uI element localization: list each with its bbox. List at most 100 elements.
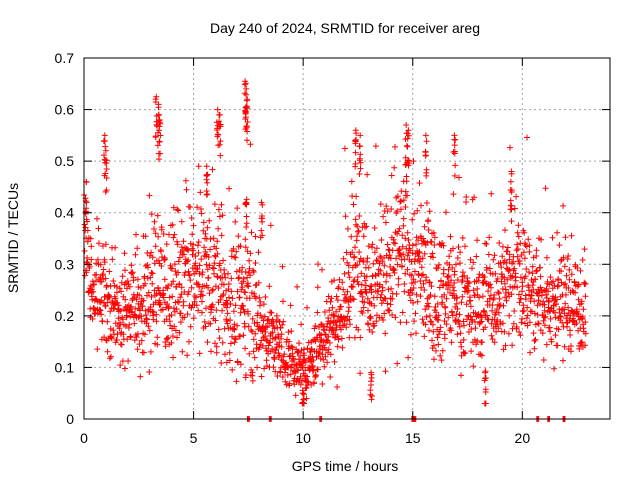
data-point: [103, 282, 110, 289]
data-point: [141, 331, 148, 338]
data-point: [412, 310, 419, 317]
data-point: [148, 211, 155, 218]
data-point: [461, 322, 467, 329]
data-point: [251, 290, 258, 297]
data-point: [427, 292, 434, 299]
data-point: [145, 289, 152, 296]
data-point: [209, 287, 216, 294]
data-point: [392, 229, 399, 236]
data-point: [215, 285, 222, 291]
data-point: [126, 283, 133, 290]
data-point: [579, 314, 586, 321]
data-point: [344, 259, 351, 266]
data-point: [91, 305, 98, 312]
data-point: [309, 363, 316, 370]
data-point: [136, 292, 143, 299]
data-point: [377, 201, 384, 208]
data-point: [146, 369, 153, 375]
data-point: [376, 281, 383, 288]
data-point: [507, 206, 514, 213]
data-point: [87, 235, 94, 242]
data-point: [501, 280, 508, 287]
data-point: [341, 291, 348, 298]
x-tick-label: 5: [190, 430, 198, 446]
data-point: [362, 224, 368, 231]
data-point: [338, 335, 345, 342]
data-point: [158, 248, 164, 255]
data-point: [280, 353, 287, 360]
data-point: [321, 363, 328, 370]
data-point: [112, 295, 119, 302]
data-point: [213, 343, 220, 350]
data-point: [140, 349, 147, 356]
data-point: [230, 325, 237, 332]
data-point: [123, 312, 130, 319]
data-point: [114, 289, 120, 296]
data-point: [251, 354, 258, 361]
data-point: [404, 229, 411, 236]
data-point: [403, 178, 410, 185]
data-point: [339, 279, 346, 286]
data-point: [411, 318, 418, 325]
data-point: [542, 313, 549, 320]
data-point: [381, 262, 388, 269]
data-point: [178, 284, 185, 291]
data-point: [378, 300, 385, 307]
data-point: [145, 323, 152, 330]
data-point: [292, 392, 299, 399]
data-point: [151, 218, 158, 225]
data-point: [446, 261, 453, 268]
data-point: [380, 213, 387, 220]
data-point: [490, 256, 497, 263]
data-point: [285, 329, 292, 336]
data-point: [196, 284, 203, 290]
data-point: [129, 270, 135, 277]
data-point: [183, 186, 190, 193]
data-point: [297, 381, 304, 388]
data-point: [562, 234, 569, 241]
data-point: [495, 325, 502, 332]
data-point: [438, 278, 444, 285]
data-point: [371, 225, 378, 231]
data-point: [421, 250, 428, 257]
data-point: [175, 207, 182, 214]
data-point: [522, 273, 529, 280]
data-point: [415, 237, 422, 244]
data-point: [235, 275, 242, 282]
data-point: [107, 308, 114, 315]
data-point: [341, 145, 348, 152]
data-point: [441, 318, 448, 324]
data-point: [91, 281, 98, 288]
data-point: [190, 222, 197, 229]
data-point: [381, 295, 388, 302]
data-point: [122, 267, 128, 274]
data-point: [371, 249, 378, 256]
data-point: [500, 346, 507, 353]
data-point: [554, 283, 561, 290]
data-point: [336, 324, 343, 330]
data-point: [211, 260, 218, 267]
data-point: [397, 319, 404, 326]
data-point: [237, 243, 244, 249]
data-point: [521, 307, 527, 314]
data-point: [377, 294, 384, 301]
data-point: [370, 260, 377, 267]
data-point: [128, 303, 135, 310]
data-point: [270, 364, 277, 371]
data-point: [426, 279, 433, 286]
data-point: [334, 384, 341, 390]
data-point: [362, 277, 369, 284]
data-point: [384, 208, 391, 215]
data-point: [94, 215, 100, 222]
data-point: [340, 255, 347, 262]
data-point: [425, 217, 432, 224]
data-point: [213, 307, 220, 314]
data-point: [538, 236, 545, 243]
data-point: [248, 229, 255, 236]
data-point: [235, 233, 242, 240]
data-point: [225, 281, 232, 287]
data-point: [435, 312, 442, 319]
data-point: [254, 319, 261, 326]
data-point: [404, 157, 411, 164]
data-point: [245, 310, 252, 317]
